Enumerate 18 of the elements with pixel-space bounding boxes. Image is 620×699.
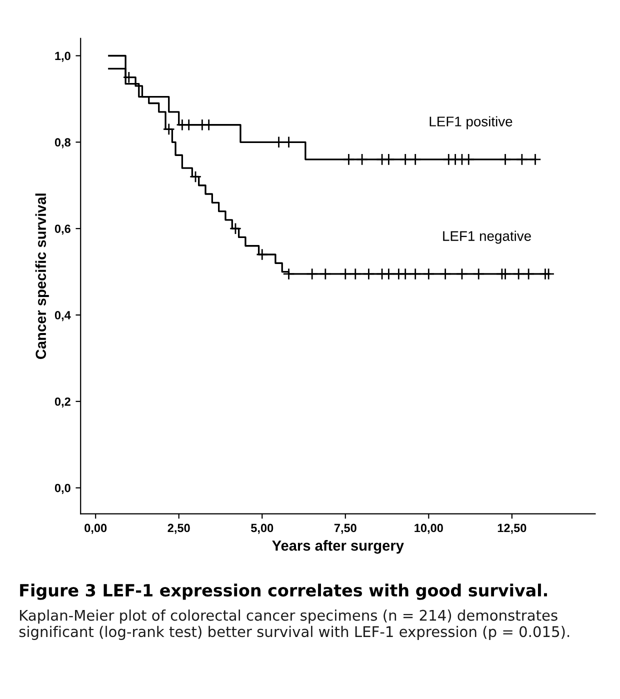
y-tick-label: 0,8 — [54, 138, 71, 148]
x-tick-label: 7,50 — [334, 524, 356, 534]
text: LEF1 positive — [430, 116, 512, 130]
y-axis-title: Cancer specific survival — [35, 194, 49, 359]
x-tick-label: 0,00 — [84, 524, 107, 534]
text: LEF1 negative — [443, 230, 531, 244]
x-tick-label: 5,00 — [251, 524, 274, 534]
x-axis-title: Years after surgery — [272, 540, 404, 554]
caption: Figure 3 LEF-1 expression correlates with good survival. — [20, 584, 547, 600]
text: Kaplan-Meier plot of colorectal cancer specimens (n = 214) demonstrates significant (log-rank test) better survival with LEF-1 expression (p = 0.015). — [19, 610, 570, 640]
x-tick-label: 2,50 — [168, 524, 190, 534]
x-tick-label: 12,50 — [498, 524, 526, 534]
y-tick-label: 0,0 — [54, 484, 70, 494]
y-tick-label: 0,2 — [54, 397, 70, 408]
y-tick-label: 0,4 — [54, 311, 71, 322]
y-tick-label: 1,0 — [55, 52, 70, 62]
x-tick-label: 10,00 — [414, 524, 443, 534]
y-tick-label: 0,6 — [54, 224, 70, 235]
